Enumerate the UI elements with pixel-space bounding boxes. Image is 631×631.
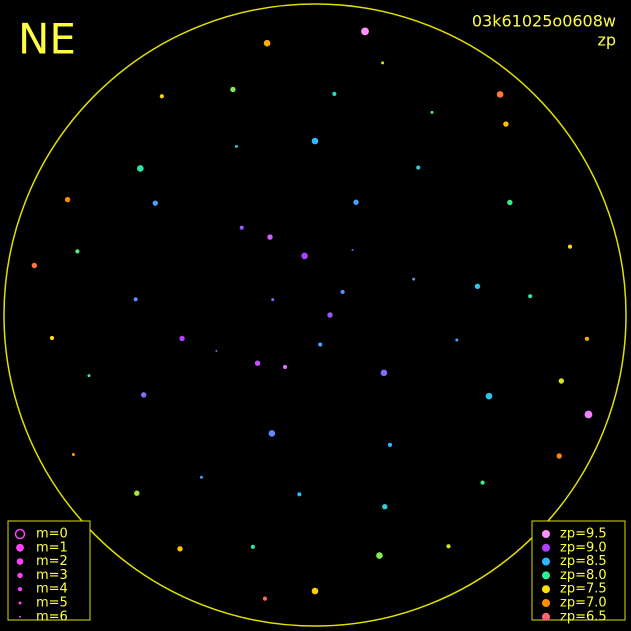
star <box>340 289 345 294</box>
star <box>268 430 276 437</box>
star <box>141 392 147 398</box>
star <box>71 453 75 456</box>
star <box>332 91 337 96</box>
star <box>507 199 513 206</box>
star <box>159 94 164 99</box>
stars <box>31 27 593 601</box>
star <box>416 165 421 170</box>
star <box>311 137 319 145</box>
star <box>254 360 261 366</box>
star <box>134 490 140 496</box>
star <box>567 244 573 249</box>
star <box>267 234 273 240</box>
star <box>152 200 158 206</box>
star <box>87 374 91 378</box>
zp-legend-label: zp=7.5 <box>560 582 607 597</box>
zp-legend-marker <box>542 571 550 580</box>
m-legend-marker <box>19 615 21 618</box>
star <box>361 27 369 36</box>
star <box>31 262 38 269</box>
star <box>230 86 236 93</box>
zp-legend-marker <box>542 557 550 566</box>
horizon <box>3 3 627 627</box>
star <box>480 480 485 485</box>
m-legend-label: m=5 <box>36 596 68 611</box>
zp-legend-label: zp=7.0 <box>560 596 607 611</box>
m-legend-marker <box>17 572 23 579</box>
m-legend-label: m=1 <box>36 540 68 555</box>
star <box>64 196 71 203</box>
star <box>239 225 244 230</box>
m-legend-label: m=0 <box>36 527 68 542</box>
star <box>250 544 255 549</box>
m-legend-label: m=3 <box>36 568 68 583</box>
m-legend-marker <box>18 601 22 605</box>
star <box>137 165 144 172</box>
star <box>556 453 562 459</box>
star <box>496 91 504 98</box>
star <box>234 144 238 148</box>
star <box>485 392 493 400</box>
zp-legend-marker <box>542 585 550 594</box>
star <box>382 503 388 510</box>
zp-legend-label: zp=6.5 <box>560 609 607 624</box>
star <box>446 544 451 549</box>
star <box>262 596 268 601</box>
star <box>301 252 308 260</box>
star <box>49 335 55 341</box>
star <box>327 312 333 318</box>
zp-legend-marker <box>542 530 550 538</box>
star <box>179 335 185 342</box>
star <box>75 249 80 254</box>
m-legend-label: m=4 <box>36 582 68 597</box>
star <box>215 349 218 352</box>
zp-legend-label: zp=9.0 <box>560 540 607 555</box>
star <box>455 338 459 342</box>
zp-legend-marker <box>542 543 550 552</box>
star <box>318 342 323 347</box>
direction: NE <box>18 15 76 64</box>
star <box>430 110 434 114</box>
star <box>387 442 393 448</box>
star <box>381 61 385 65</box>
star <box>263 39 271 47</box>
star <box>503 121 509 127</box>
star <box>297 492 302 497</box>
star <box>351 249 354 252</box>
zp-legend-marker <box>542 599 550 607</box>
m-legend-marker <box>16 558 24 565</box>
star <box>271 298 275 302</box>
star <box>376 552 383 559</box>
star <box>474 283 481 290</box>
zp-legend-label: zp=9.5 <box>560 527 607 542</box>
zp-legend-label: zp=8.0 <box>560 568 607 583</box>
star <box>380 369 388 377</box>
m-legend-marker <box>14 528 26 540</box>
m-legend-marker <box>17 587 23 592</box>
star <box>558 378 565 384</box>
star <box>199 475 203 479</box>
zp-legend-marker <box>542 612 550 621</box>
star <box>528 294 533 299</box>
star <box>133 297 138 302</box>
m-legend-label: m=6 <box>36 609 68 624</box>
star <box>584 336 590 341</box>
zp-legend-label: zp=8.5 <box>560 554 607 569</box>
star <box>282 364 288 370</box>
star <box>412 277 416 281</box>
star <box>177 546 183 552</box>
star <box>353 199 359 205</box>
m-legend-box <box>7 520 91 621</box>
quantity: zp <box>597 31 616 50</box>
star <box>311 587 319 595</box>
m-legend-label: m=2 <box>36 554 68 569</box>
frame-id: 03k61025o0608w <box>472 12 616 31</box>
star <box>584 410 593 419</box>
m-legend-marker <box>16 543 24 552</box>
